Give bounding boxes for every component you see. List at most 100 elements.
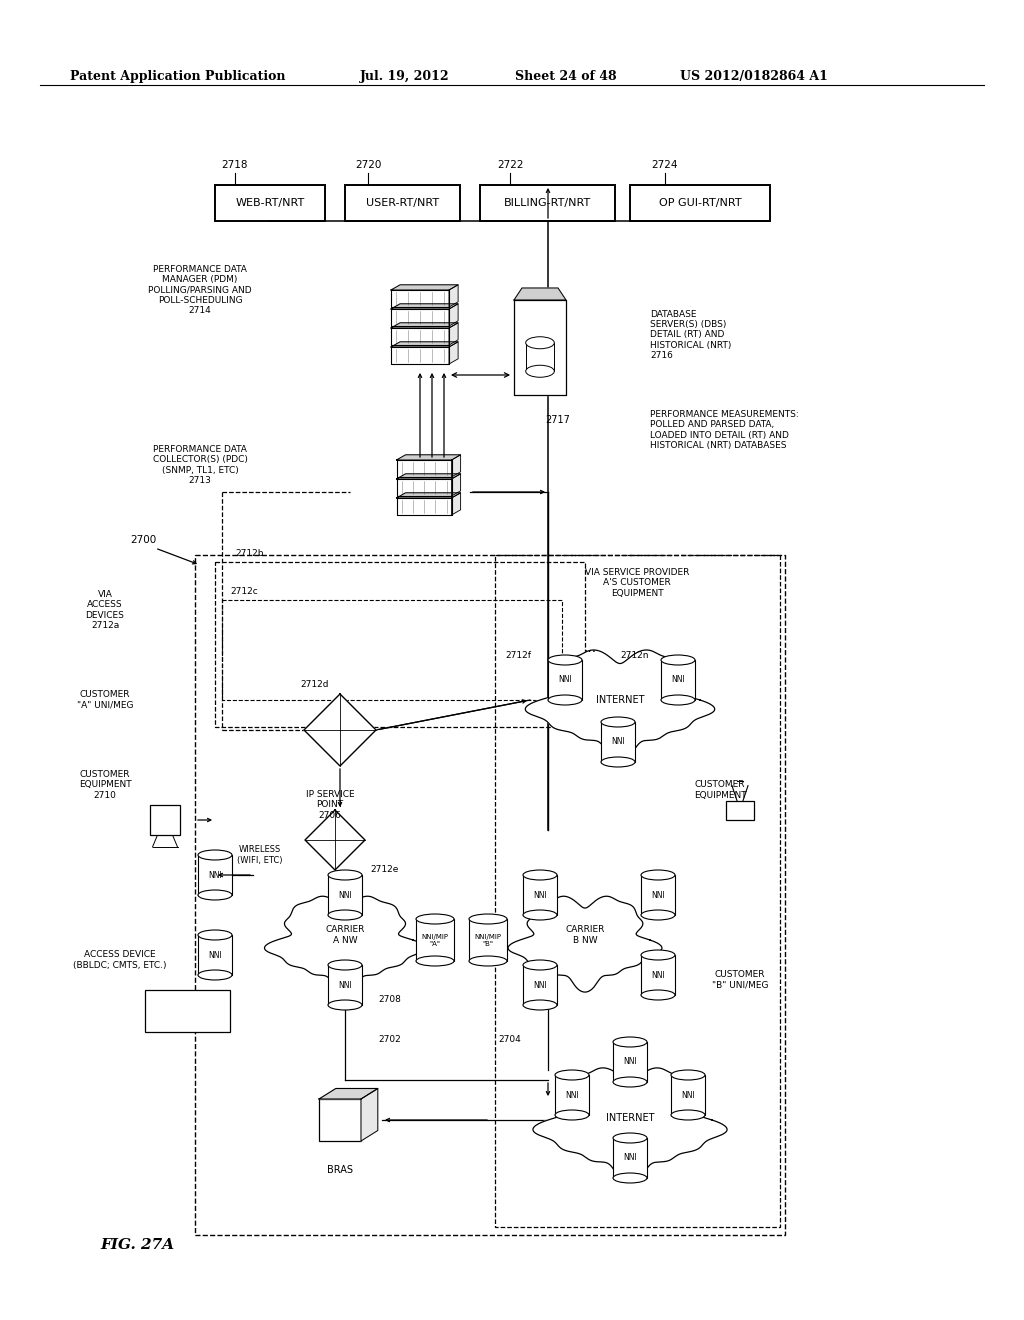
Polygon shape: [452, 455, 461, 477]
Text: NNI: NNI: [681, 1090, 695, 1100]
Ellipse shape: [416, 956, 454, 966]
Text: BILLING-RT/NRT: BILLING-RT/NRT: [504, 198, 591, 209]
Ellipse shape: [523, 1001, 557, 1010]
Text: OP GUI-RT/NRT: OP GUI-RT/NRT: [658, 198, 741, 209]
Polygon shape: [391, 285, 458, 290]
Bar: [671, 1074, 705, 1115]
Text: NNI: NNI: [611, 738, 625, 747]
Ellipse shape: [328, 870, 362, 880]
Polygon shape: [391, 290, 449, 308]
Ellipse shape: [641, 870, 675, 880]
Ellipse shape: [555, 1071, 589, 1080]
Ellipse shape: [198, 890, 232, 900]
Bar: [613, 1138, 647, 1177]
Polygon shape: [449, 323, 458, 345]
Ellipse shape: [662, 696, 695, 705]
Bar: [601, 722, 635, 762]
Polygon shape: [304, 694, 376, 766]
Text: 2720: 2720: [354, 160, 381, 170]
Bar: [215, 562, 585, 727]
Text: NNI: NNI: [565, 1090, 579, 1100]
Bar: [548, 660, 582, 700]
Text: CARRIER
B NW: CARRIER B NW: [565, 925, 605, 945]
Text: 2718: 2718: [222, 160, 248, 170]
Ellipse shape: [416, 913, 454, 924]
Ellipse shape: [548, 696, 582, 705]
Ellipse shape: [469, 956, 507, 966]
Bar: [198, 935, 232, 975]
Ellipse shape: [613, 1133, 647, 1143]
Bar: [641, 875, 675, 915]
Text: Patent Application Publication: Patent Application Publication: [70, 70, 286, 83]
Polygon shape: [391, 342, 458, 347]
Polygon shape: [396, 455, 461, 459]
Polygon shape: [532, 1068, 727, 1181]
Text: INTERNET: INTERNET: [606, 1113, 654, 1123]
Bar: [195, 554, 785, 1236]
Ellipse shape: [662, 655, 695, 665]
Ellipse shape: [198, 931, 232, 940]
Ellipse shape: [328, 960, 362, 970]
Bar: [319, 1100, 361, 1140]
Text: 2722: 2722: [497, 160, 523, 170]
Text: NNI/MIP
"B": NNI/MIP "B": [474, 933, 502, 946]
Text: NNI: NNI: [534, 891, 547, 899]
Polygon shape: [508, 896, 662, 993]
Ellipse shape: [523, 870, 557, 880]
Ellipse shape: [613, 1038, 647, 1047]
Text: 2712f: 2712f: [505, 651, 531, 660]
Polygon shape: [514, 300, 566, 395]
Text: CUSTOMER
EQUIPMENT: CUSTOMER EQUIPMENT: [693, 780, 746, 800]
Text: Sheet 24 of 48: Sheet 24 of 48: [515, 70, 616, 83]
Text: NNI: NNI: [338, 891, 352, 899]
Text: WEB-RT/NRT: WEB-RT/NRT: [236, 198, 304, 209]
Text: PERFORMANCE DATA
MANAGER (PDM)
POLLING/PARSING AND
POLL-SCHEDULING
2714: PERFORMANCE DATA MANAGER (PDM) POLLING/P…: [148, 265, 252, 315]
Ellipse shape: [523, 960, 557, 970]
Polygon shape: [449, 285, 458, 308]
Text: NNI: NNI: [651, 891, 665, 899]
Text: 2712c: 2712c: [230, 587, 258, 597]
Text: NNI: NNI: [534, 981, 547, 990]
Text: 2702: 2702: [379, 1035, 401, 1044]
Polygon shape: [361, 1089, 378, 1140]
Text: 2717: 2717: [545, 414, 570, 425]
Polygon shape: [391, 323, 458, 327]
Text: 2712n: 2712n: [620, 651, 648, 660]
Polygon shape: [319, 1089, 378, 1100]
Text: NNI: NNI: [651, 970, 665, 979]
Text: BRAS: BRAS: [327, 1166, 353, 1175]
Bar: [555, 1074, 589, 1115]
Text: NNI: NNI: [558, 676, 571, 685]
Ellipse shape: [613, 1173, 647, 1183]
Bar: [726, 801, 754, 820]
Bar: [480, 185, 615, 220]
Text: NNI: NNI: [671, 676, 685, 685]
Text: ACCESS DEVICE
(BBLDC; CMTS, ETC.): ACCESS DEVICE (BBLDC; CMTS, ETC.): [74, 950, 167, 970]
Ellipse shape: [613, 1077, 647, 1086]
Bar: [630, 185, 770, 220]
Bar: [523, 875, 557, 915]
Bar: [198, 855, 232, 895]
Text: NNI: NNI: [338, 981, 352, 990]
Polygon shape: [305, 810, 365, 870]
Text: USER-RT/NRT: USER-RT/NRT: [366, 198, 439, 209]
Text: DATABASE
SERVER(S) (DBS)
DETAIL (RT) AND
HISTORICAL (NRT)
2716: DATABASE SERVER(S) (DBS) DETAIL (RT) AND…: [650, 310, 731, 360]
Ellipse shape: [641, 950, 675, 960]
Text: CUSTOMER
EQUIPMENT
2710: CUSTOMER EQUIPMENT 2710: [79, 770, 131, 800]
Text: ...: ...: [584, 642, 597, 655]
Ellipse shape: [523, 909, 557, 920]
Polygon shape: [396, 474, 461, 479]
Polygon shape: [391, 327, 449, 345]
Polygon shape: [525, 649, 715, 759]
Polygon shape: [396, 479, 452, 496]
Text: CUSTOMER
"A" UNI/MEG: CUSTOMER "A" UNI/MEG: [77, 690, 133, 710]
Ellipse shape: [601, 717, 635, 727]
Text: 2724: 2724: [651, 160, 678, 170]
Text: CUSTOMER
"B" UNI/MEG: CUSTOMER "B" UNI/MEG: [712, 970, 768, 990]
Polygon shape: [396, 498, 452, 515]
Text: IP SERVICE
POINT
2706: IP SERVICE POINT 2706: [306, 789, 354, 820]
Polygon shape: [514, 288, 566, 300]
Polygon shape: [391, 309, 449, 326]
Polygon shape: [391, 347, 449, 364]
Polygon shape: [452, 474, 461, 496]
